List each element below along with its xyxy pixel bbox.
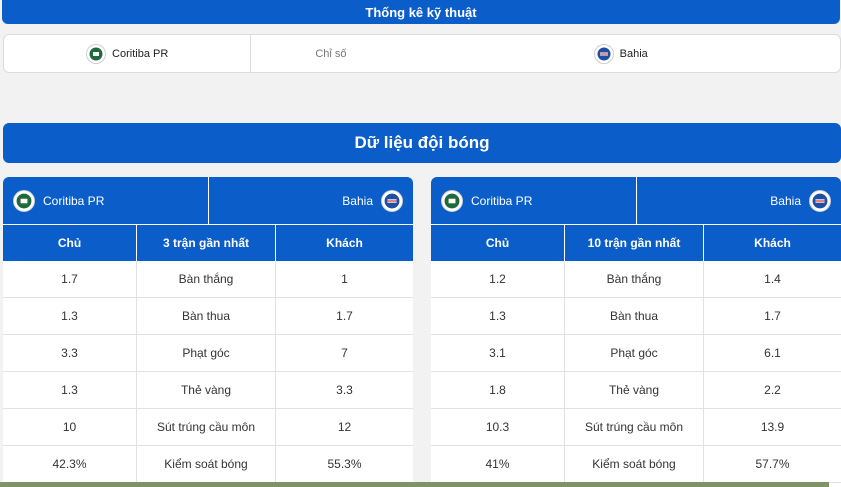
home-value: 1.8 xyxy=(431,372,565,408)
home-value: 1.2 xyxy=(431,261,565,297)
table-row: 1.8 Thẻ vàng 2.2 xyxy=(431,372,841,409)
table-row: 1.2 Bàn thắng 1.4 xyxy=(431,261,841,298)
coritiba-logo-icon xyxy=(13,189,35,212)
table-row: 1.3 Bàn thua 1.7 xyxy=(3,298,413,335)
panel-away-team[interactable]: Bahia xyxy=(637,177,841,224)
header-period: 3 trận gần nhất xyxy=(137,225,276,261)
table-row: 3.3 Phạt góc 7 xyxy=(3,335,413,372)
metric-label-cell: Chỉ số xyxy=(250,35,561,72)
coritiba-logo-icon xyxy=(86,43,107,64)
stat-label: Bàn thua xyxy=(137,298,276,334)
stat-label: Sút trúng cầu môn xyxy=(137,409,276,445)
team-data-title: Dữ liệu đội bóng xyxy=(354,133,490,152)
home-value: 42.3% xyxy=(3,446,137,482)
table-row: 3.1 Phạt góc 6.1 xyxy=(431,335,841,372)
away-value: 1.4 xyxy=(764,272,781,286)
stat-label: Bàn thắng xyxy=(137,261,276,297)
home-value: 3.1 xyxy=(431,335,565,371)
team-data-section-header: Dữ liệu đội bóng xyxy=(3,123,841,163)
panel-home-team[interactable]: Coritiba PR xyxy=(431,177,637,224)
table-header-row: Chủ 3 trận gần nhất Khách xyxy=(3,224,413,261)
home-value: 10.3 xyxy=(431,409,565,445)
away-value: 2.2 xyxy=(764,383,781,397)
bahia-logo-icon xyxy=(809,189,831,212)
home-value: 1.7 xyxy=(3,261,137,297)
header-home: Chủ xyxy=(3,225,137,261)
technical-stats-header: Thống kê kỹ thuật xyxy=(2,0,840,24)
home-team-name: Coritiba PR xyxy=(112,47,169,60)
home-value: 1.3 xyxy=(3,298,137,334)
table-row: 42.3% Kiểm soát bóng 55.3% xyxy=(3,446,413,483)
stat-label: Kiểm soát bóng xyxy=(565,446,704,482)
away-team-cell[interactable]: Bahia xyxy=(562,35,840,72)
table-row: 10 Sút trúng cầu môn 12 xyxy=(3,409,413,446)
table-row: 1.3 Thẻ vàng 3.3 xyxy=(3,372,413,409)
panel-away-team-name: Bahia xyxy=(342,193,373,208)
panel-home-team[interactable]: Coritiba PR xyxy=(3,177,209,224)
panel-away-team-name: Bahia xyxy=(770,193,801,208)
home-value: 10 xyxy=(3,409,137,445)
metric-label: Chỉ số xyxy=(315,47,347,60)
home-team-cell[interactable]: Coritiba PR xyxy=(4,35,250,72)
table-row: 10.3 Sút trúng cầu môn 13.9 xyxy=(431,409,841,446)
stat-label: Kiểm soát bóng xyxy=(137,446,276,482)
stat-label: Bàn thắng xyxy=(565,261,704,297)
recent-10-matches-panel: Coritiba PR Bahia Chủ 10 trận gần nhất K… xyxy=(431,177,841,487)
stat-label: Phạt góc xyxy=(137,335,276,371)
technical-stats-title: Thống kê kỹ thuật xyxy=(365,4,477,20)
header-period: 10 trận gần nhất xyxy=(565,225,704,261)
stat-label: Thẻ vàng xyxy=(565,372,704,408)
stat-label: Thẻ vàng xyxy=(137,372,276,408)
header-away: Khách xyxy=(326,236,363,250)
panel-team-row: Coritiba PR Bahia xyxy=(3,177,413,224)
away-value: 12 xyxy=(337,420,352,434)
away-value: 1.7 xyxy=(764,309,781,323)
away-value: 1 xyxy=(341,272,348,286)
table-row: 1.3 Bàn thua 1.7 xyxy=(431,298,841,335)
header-home: Chủ xyxy=(431,225,565,261)
recent-3-matches-panel: Coritiba PR Bahia Chủ 3 trận gần nhất Kh… xyxy=(3,177,413,487)
stat-label: Bàn thua xyxy=(565,298,704,334)
panel-team-row: Coritiba PR Bahia xyxy=(431,177,841,224)
panel-home-team-name: Coritiba PR xyxy=(471,193,533,208)
home-value: 3.3 xyxy=(3,335,137,371)
away-value: 6.1 xyxy=(764,346,781,360)
table-row: 1.7 Bàn thắng 1 xyxy=(3,261,413,298)
coritiba-logo-icon xyxy=(441,189,463,212)
bahia-logo-icon xyxy=(381,189,403,212)
away-value: 57.7% xyxy=(755,457,790,471)
panel-home-team-name: Coritiba PR xyxy=(43,193,105,208)
away-value: 7 xyxy=(341,346,348,360)
away-team-name: Bahia xyxy=(619,47,648,60)
away-value: 55.3% xyxy=(327,457,362,471)
team-comparison-bar: Coritiba PR Chỉ số Bahia xyxy=(3,34,841,73)
away-value: 3.3 xyxy=(336,383,353,397)
home-value: 1.3 xyxy=(3,372,137,408)
home-value: 41% xyxy=(431,446,565,482)
stat-label: Phạt góc xyxy=(565,335,704,371)
away-value: 1.7 xyxy=(336,309,353,323)
table-header-row: Chủ 10 trận gần nhất Khách xyxy=(431,224,841,261)
panel-away-team[interactable]: Bahia xyxy=(209,177,414,224)
away-value: 13.9 xyxy=(760,420,785,434)
bahia-logo-icon xyxy=(593,43,614,64)
header-away: Khách xyxy=(754,236,791,250)
home-value: 1.3 xyxy=(431,298,565,334)
table-row: 41% Kiểm soát bóng 57.7% xyxy=(431,446,841,483)
stat-label: Sút trúng cầu môn xyxy=(565,409,704,445)
background-strip xyxy=(0,482,829,487)
